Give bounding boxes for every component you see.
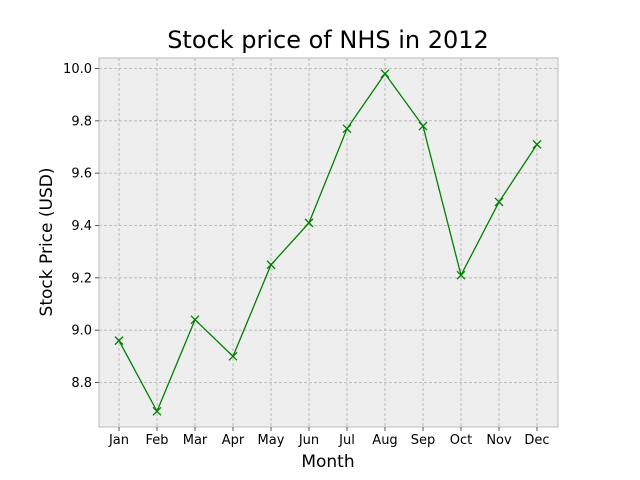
x-tick-label: May <box>258 433 285 448</box>
data-point-marker <box>456 270 466 280</box>
data-point-marker <box>304 218 314 228</box>
data-point-marker <box>152 406 162 416</box>
x-tick-label: Feb <box>145 433 168 448</box>
x-axis-label: Month <box>301 452 354 472</box>
marker-stroke <box>342 124 352 134</box>
marker-stroke <box>532 139 542 149</box>
x-tick-label: Jan <box>108 433 129 448</box>
marker-stroke <box>304 218 314 228</box>
y-tick-label: 9.4 <box>71 219 92 234</box>
x-tick-label: Aug <box>372 433 397 448</box>
y-tick-label: 9.2 <box>71 271 92 286</box>
marker-stroke <box>190 315 200 325</box>
marker-stroke <box>380 69 390 79</box>
marker-stroke <box>418 121 428 131</box>
marker-stroke <box>228 351 238 361</box>
marker-stroke <box>266 260 276 270</box>
data-point-marker <box>532 139 542 149</box>
y-tick-label: 9.0 <box>71 324 92 339</box>
plot-area <box>98 57 559 428</box>
y-tick-label: 8.8 <box>71 376 92 391</box>
x-tick-label: Sep <box>411 433 436 448</box>
series-line <box>118 72 538 413</box>
series-group <box>114 69 542 416</box>
x-tick-label: Mar <box>183 433 208 448</box>
y-tick-label: 9.6 <box>71 167 92 182</box>
grid-lines <box>99 58 558 427</box>
data-point-marker <box>342 124 352 134</box>
data-point-marker <box>228 351 238 361</box>
x-tick-label: Dec <box>524 433 549 448</box>
y-tick-label: 10.0 <box>63 62 92 77</box>
x-tick-label: Jun <box>298 433 319 448</box>
data-point-marker <box>266 260 276 270</box>
data-point-marker <box>190 315 200 325</box>
y-axis-label: Stock Price (USD) <box>37 168 57 317</box>
data-point-marker <box>494 197 504 207</box>
y-tick-label: 9.8 <box>71 114 92 129</box>
data-point-marker <box>380 69 390 79</box>
x-tick-label: Oct <box>450 433 472 448</box>
chart-title: Stock price of NHS in 2012 <box>167 26 489 54</box>
data-point-marker <box>418 121 428 131</box>
y-axis-ticks: 8.8 9.0 9.2 9.4 9.6 9.8 10.0 <box>63 62 99 391</box>
marker-stroke <box>494 197 504 207</box>
data-point-marker <box>114 336 124 346</box>
marker-stroke <box>114 336 124 346</box>
x-axis-ticks: Jan Feb Mar Apr May Jun Jul Aug Sep Oct Nov Dec <box>108 427 550 448</box>
x-tick-label: Apr <box>222 433 245 448</box>
x-tick-label: Jul <box>338 433 355 448</box>
x-tick-label: Nov <box>486 433 512 448</box>
marker-stroke <box>152 406 162 416</box>
marker-stroke <box>456 270 466 280</box>
